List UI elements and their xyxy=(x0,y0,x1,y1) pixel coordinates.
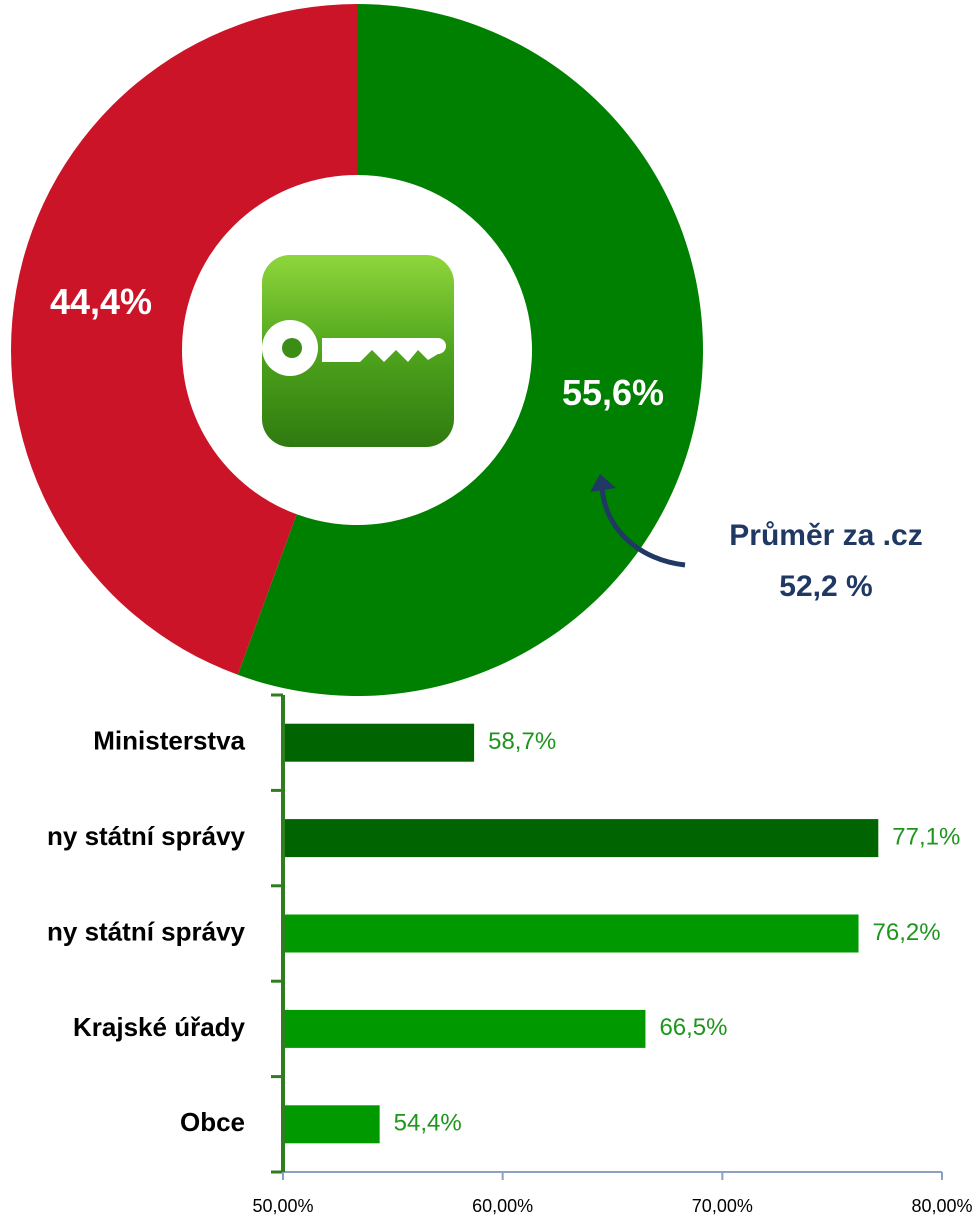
category-label: Ministerstva xyxy=(93,726,245,756)
pie-slice xyxy=(10,4,357,675)
arrow-line xyxy=(599,486,686,568)
category-label: Krajské úřady xyxy=(73,1012,246,1042)
bar xyxy=(283,914,859,953)
annotation: Průměr za .cz xyxy=(729,519,922,552)
data-label: 58,7% xyxy=(488,728,556,755)
bar xyxy=(283,819,879,858)
category-label: ny státní správy xyxy=(47,821,246,851)
bar-chart: Ministerstva 58,7% ny státní správy 77,1% ny… xyxy=(47,693,973,1216)
data-label: 44,4% xyxy=(50,281,152,322)
bar xyxy=(283,1105,380,1144)
data-label: 66,5% xyxy=(659,1014,727,1041)
pie-slice xyxy=(237,4,704,696)
x-tick-label: 60,00% xyxy=(472,1196,533,1216)
bar xyxy=(283,1009,646,1048)
key-hole xyxy=(282,338,302,358)
data-label: 77,1% xyxy=(892,823,960,850)
data-label: 76,2% xyxy=(873,919,941,946)
annotation: 52,2 % xyxy=(779,570,872,603)
data-label: 55,6% xyxy=(562,372,664,413)
category-label: ny státní správy xyxy=(47,916,246,946)
data-label: 54,4% xyxy=(394,1110,462,1137)
key-shape xyxy=(262,320,446,376)
x-tick-label: 80,00% xyxy=(911,1196,972,1216)
x-tick-label: 70,00% xyxy=(692,1196,753,1216)
annotation-arrow xyxy=(590,474,686,568)
key-icon xyxy=(262,255,454,447)
arrow-head xyxy=(590,474,616,492)
bar xyxy=(283,723,475,762)
donut-chart: 55,6% 44,4% xyxy=(10,4,704,696)
x-tick-label: 50,00% xyxy=(252,1196,313,1216)
category-label: Obce xyxy=(180,1107,245,1137)
